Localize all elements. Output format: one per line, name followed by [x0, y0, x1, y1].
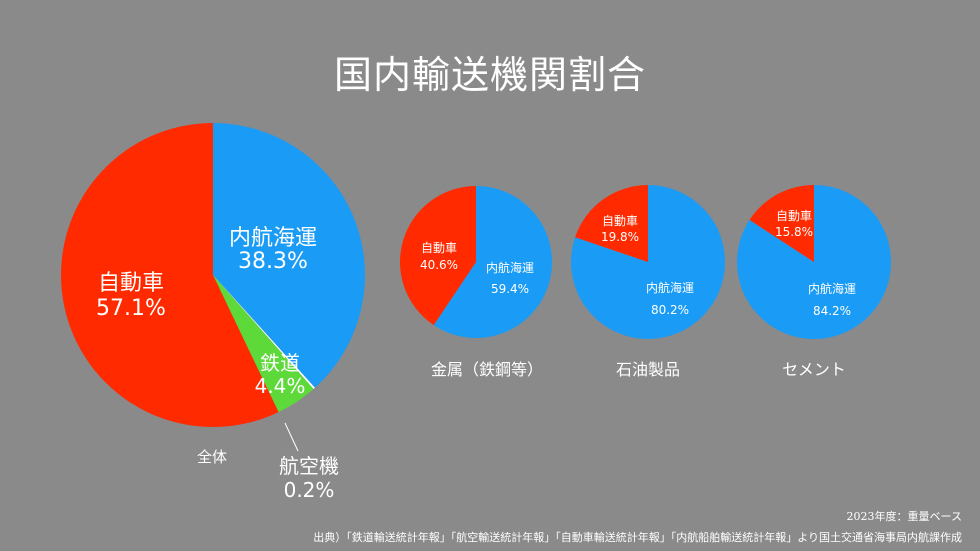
pie-0-title: 全体 — [197, 448, 227, 466]
pie-3-label-0: 内航海運 — [808, 281, 856, 296]
pie-0-label-1: 航空機 — [279, 454, 339, 478]
pie-1 — [400, 186, 552, 339]
pie-0-label-3: 自動車 — [98, 271, 164, 296]
source-note: 出典）「鉄道輸送統計年報」「航空輸送統計年報」「自動車輸送統計年報」「内航船舶輸… — [313, 531, 962, 544]
pie-3-value-0: 84.2% — [813, 304, 851, 318]
air-leader-line — [284, 422, 299, 452]
pie-3-label-1: 自動車 — [776, 209, 812, 223]
pie-1-label-1: 自動車 — [421, 241, 457, 255]
pie-0-value-2: 4.4% — [255, 374, 306, 398]
pie-1-slice-1 — [400, 186, 476, 326]
pie-2-title: 石油製品 — [616, 360, 680, 379]
pie-0-label-0: 内航海運 — [229, 226, 317, 251]
pie-0-slice-2 — [213, 275, 314, 413]
pie-3-value-1: 15.8% — [775, 225, 813, 239]
basis-note: 2023年度：重量ベース — [846, 510, 962, 523]
pie-1-value-0: 59.4% — [491, 282, 529, 296]
pie-1-title: 金属（鉄鋼等） — [431, 360, 543, 379]
pie-1-label-0: 内航海運 — [486, 260, 534, 275]
pie-0-slice-3 — [61, 123, 279, 427]
pie-3 — [737, 185, 891, 339]
pie-0 — [61, 123, 366, 427]
pie-0-value-3: 57.1% — [96, 296, 166, 321]
chart-title: 国内輸送機関割合 — [333, 53, 646, 97]
pie-2-value-0: 80.2% — [651, 303, 689, 317]
pie-0-label-2: 鉄道 — [260, 351, 300, 375]
pie-3-slice-1 — [749, 185, 814, 262]
pie-2-value-1: 19.8% — [601, 230, 639, 244]
pie-0-value-1: 0.2% — [284, 478, 335, 502]
pie-1-value-1: 40.6% — [420, 258, 458, 272]
pie-0-slice-1 — [213, 275, 315, 390]
pie-2-label-1: 自動車 — [602, 214, 638, 228]
pie-2-slice-1 — [575, 185, 648, 262]
pie-0-value-0: 38.3% — [238, 249, 308, 274]
pie-2 — [570, 185, 725, 340]
pie-2-label-0: 内航海運 — [646, 280, 694, 295]
pie-1-slice-0 — [433, 186, 552, 339]
pie-3-title: セメント — [782, 360, 846, 379]
pie-0-slice-0 — [213, 123, 366, 388]
